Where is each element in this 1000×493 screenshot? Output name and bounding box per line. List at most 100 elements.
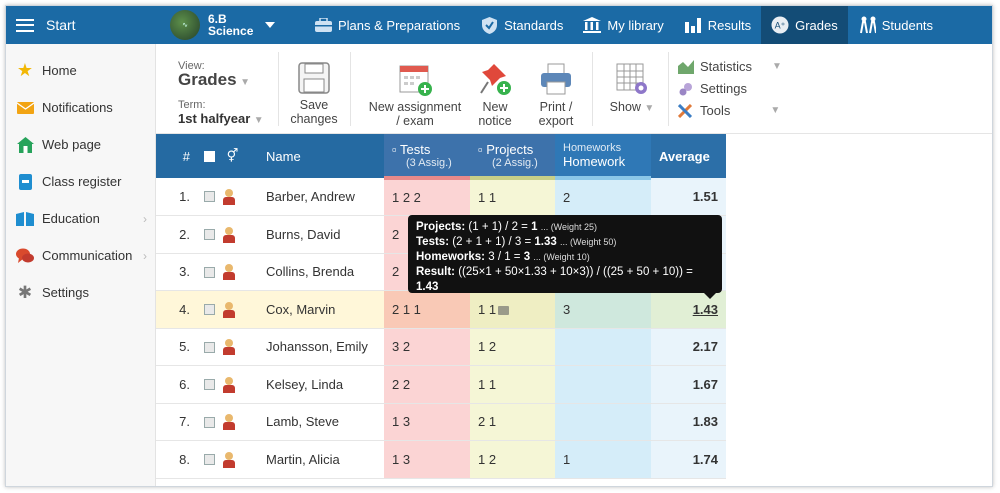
sidebar-item-label: Home — [42, 63, 77, 78]
tooltip-projects-label: Projects: — [416, 221, 466, 233]
average-cell[interactable]: 1.83 — [651, 403, 726, 441]
svg-text:A⁺: A⁺ — [775, 21, 786, 31]
student-name[interactable]: Lamb, Steve — [258, 403, 384, 441]
sidebar-item-label: Notifications — [42, 100, 113, 115]
column-header-number: # — [156, 134, 196, 178]
save-changes-button[interactable]: Save changes — [284, 62, 344, 126]
average-cell[interactable]: 2.17 — [651, 328, 726, 366]
tooltip-result-value: 1.43 — [416, 281, 439, 293]
print-label-line1: Print / — [539, 100, 573, 114]
chevron-down-icon: ▼ — [644, 103, 655, 114]
projects-grades-cell[interactable]: 1 1 — [470, 365, 555, 404]
column-header-projects[interactable]: ▫ Projects (2 Assig.) — [470, 134, 555, 180]
category-icon: ▫ — [478, 141, 483, 157]
tests-subtitle: (3 Assig.) — [406, 156, 452, 169]
chevron-down-icon: ▼ — [772, 61, 782, 72]
sidebar-item-home[interactable]: ★ Home — [6, 52, 155, 89]
homework-grades-cell[interactable]: 3 — [555, 290, 651, 329]
student-name[interactable]: Barber, Andrew — [258, 178, 384, 216]
projects-grades-cell[interactable]: 1 2 — [470, 440, 555, 479]
tests-grades-cell[interactable]: 2 2 — [384, 365, 470, 404]
select-all-checkbox[interactable] — [204, 151, 215, 163]
save-label-line2: changes — [290, 112, 338, 126]
student-name[interactable]: Collins, Brenda — [258, 253, 384, 291]
print-export-button[interactable]: Print / export — [530, 62, 582, 128]
homework-grades-cell[interactable]: 2 — [555, 178, 651, 216]
tests-grades-cell[interactable]: 1 3 — [384, 403, 470, 441]
library-icon — [583, 17, 602, 33]
projects-grades-cell[interactable]: 1 2 — [470, 328, 555, 366]
column-header-homework[interactable]: Homeworks Homework — [555, 134, 651, 180]
table-row[interactable]: 1. Barber, Andrew 1 2 2 1 1 2 1.51 — [156, 178, 726, 216]
column-header-tests[interactable]: ▫ Tests (3 Assig.) — [384, 134, 470, 180]
row-checkbox[interactable] — [204, 191, 215, 203]
sidebar-item-web-page[interactable]: Web page — [6, 126, 155, 163]
nav-students[interactable]: Students — [848, 6, 943, 44]
gear-icon: ✱ — [17, 282, 33, 302]
comment-icon[interactable] — [498, 305, 510, 315]
homework-grades-cell[interactable] — [555, 403, 651, 441]
table-row[interactable]: 8. Martin, Alicia 1 3 1 2 1 1.74 — [156, 440, 726, 479]
sidebar-item-notifications[interactable]: Notifications — [6, 89, 155, 126]
student-name[interactable]: Johansson, Emily — [258, 328, 384, 366]
column-header-average[interactable]: Average — [651, 134, 726, 178]
student-name[interactable]: Kelsey, Linda — [258, 365, 384, 404]
nav-grades[interactable]: A⁺ Grades — [761, 6, 848, 44]
row-checkbox[interactable] — [204, 304, 215, 316]
tests-grades-cell[interactable]: 1 3 — [384, 440, 470, 479]
chevron-down-icon: ▼ — [240, 77, 250, 88]
settings-menu-item[interactable]: Settings — [678, 78, 798, 100]
table-row[interactable]: 5. Johansson, Emily 3 2 1 2 2.17 — [156, 328, 726, 366]
average-cell[interactable]: 1.51 — [651, 178, 726, 216]
tests-grades-cell[interactable]: 3 2 — [384, 328, 470, 366]
row-checkbox[interactable] — [204, 341, 215, 353]
start-menu-button[interactable]: Start — [6, 6, 156, 44]
projects-grades-cell[interactable]: 1 1 — [470, 290, 555, 329]
view-selector[interactable]: View: Grades ▼ — [178, 60, 250, 89]
new-assignment-button[interactable]: New assignment / exam — [360, 62, 470, 128]
column-header-name[interactable]: Name — [258, 134, 384, 178]
homework-grades-cell[interactable] — [555, 365, 651, 404]
homework-grades-cell[interactable] — [555, 328, 651, 366]
sidebar-item-class-register[interactable]: Class register — [6, 163, 155, 200]
new-notice-button[interactable]: New notice — [474, 62, 516, 128]
row-checkbox[interactable] — [204, 379, 215, 391]
student-name[interactable]: Burns, David — [258, 215, 384, 254]
grades-toolbar: View: Grades ▼ Term: 1st halfyear ▼ Save… — [156, 44, 992, 134]
class-selector[interactable]: ∿ 6.B Science — [156, 10, 304, 40]
student-name[interactable]: Cox, Marvin — [258, 290, 384, 329]
student-name[interactable]: Martin, Alicia — [258, 440, 384, 479]
term-label: Term: — [178, 99, 206, 111]
row-checkbox[interactable] — [204, 266, 215, 278]
average-cell[interactable]: 1.67 — [651, 365, 726, 404]
tooltip-result-formula: ((25×1 + 50×1.33 + 10×3)) / ((25 + 50 + … — [458, 266, 693, 278]
average-cell[interactable]: 1.74 — [651, 440, 726, 479]
tools-menu-item[interactable]: Tools ▼ — [678, 100, 798, 122]
homework-grades-cell[interactable]: 1 — [555, 440, 651, 479]
tests-grades-cell[interactable]: 2 1 1 — [384, 290, 470, 329]
nav-my-library[interactable]: My library — [573, 6, 673, 44]
show-menu-button[interactable]: Show ▼ — [604, 62, 660, 116]
sidebar-item-settings[interactable]: ✱ Settings — [6, 274, 155, 311]
nav-plans-preparations[interactable]: Plans & Preparations — [304, 6, 470, 44]
bar-chart-icon — [684, 17, 702, 33]
row-checkbox[interactable] — [204, 454, 215, 466]
table-row[interactable]: 7. Lamb, Steve 1 3 2 1 1.83 — [156, 403, 726, 441]
projects-grades-cell[interactable]: 1 1 — [470, 178, 555, 216]
envelope-icon — [16, 99, 34, 117]
top-navigation-bar: Start ∿ 6.B Science Plans & Preparations… — [6, 6, 992, 44]
nav-standards[interactable]: Standards — [470, 6, 573, 44]
sidebar-item-education[interactable]: Education › — [6, 200, 155, 237]
tooltip-tests-label: Tests: — [416, 236, 450, 248]
tooltip-projects-result: 1 — [531, 221, 538, 233]
nav-results[interactable]: Results — [674, 6, 761, 44]
row-checkbox[interactable] — [204, 416, 215, 428]
table-row[interactable]: 6. Kelsey, Linda 2 2 1 1 1.67 — [156, 365, 726, 404]
term-selector[interactable]: Term: 1st halfyear ▼ — [178, 99, 264, 127]
projects-grades-cell[interactable]: 2 1 — [470, 403, 555, 441]
tests-grades-cell[interactable]: 1 2 2 — [384, 178, 470, 216]
statistics-menu-item[interactable]: Statistics ▼ — [678, 56, 798, 78]
row-checkbox[interactable] — [204, 229, 215, 241]
sidebar-item-communication[interactable]: Communication › — [6, 237, 155, 274]
